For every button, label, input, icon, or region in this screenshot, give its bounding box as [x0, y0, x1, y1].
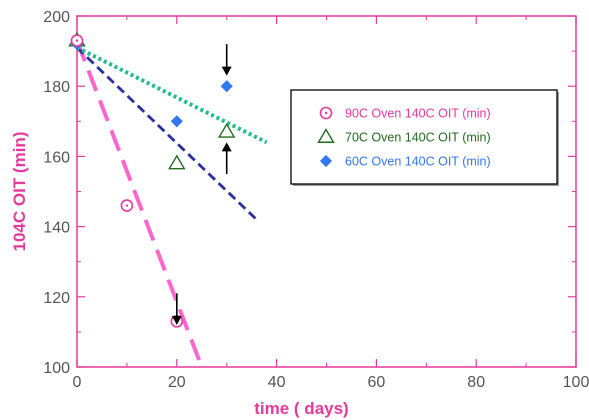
x-tick-label: 100 — [563, 374, 589, 391]
data-point-triangle — [317, 128, 335, 143]
data-point-diamond — [170, 115, 183, 128]
y-tick-label: 120 — [43, 290, 70, 307]
data-point-triangle — [217, 122, 236, 138]
y-tick-label: 100 — [43, 360, 70, 377]
x-tick-label: 0 — [73, 374, 82, 391]
trend-line — [77, 39, 204, 367]
data-point-diamond — [220, 80, 233, 93]
annotation-arrows — [171, 44, 232, 325]
data-point-circle-center — [125, 204, 129, 207]
arrow-down-icon — [221, 66, 232, 76]
y-tick-label: 160 — [43, 149, 70, 166]
x-tick-label: 80 — [467, 374, 485, 391]
trend-line — [77, 45, 268, 145]
data-point-circle-center — [75, 39, 79, 42]
y-axis-title: 104C OIT (min) — [10, 132, 29, 252]
y-tick-label: 180 — [43, 79, 70, 96]
data-point-circle-center — [324, 111, 328, 115]
x-tick-label: 40 — [268, 374, 286, 391]
y-tick-label: 200 — [43, 9, 70, 26]
arrow-up-icon — [221, 142, 232, 152]
trend-lines — [77, 39, 268, 367]
legend-label: 60C Oven 140C OIT (min) — [345, 155, 491, 169]
data-point-diamond — [319, 154, 333, 168]
tick-marks — [76, 15, 577, 368]
legend: 90C Oven 140C OIT (min) 70C Oven 140C OIT… — [290, 89, 559, 186]
legend-label: 90C Oven 140C OIT (min) — [345, 107, 491, 121]
x-axis-title: time ( days) — [254, 399, 348, 418]
data-points — [68, 31, 236, 328]
y-tick-label: 140 — [43, 220, 70, 237]
plot-frame — [76, 15, 577, 368]
legend-label: 70C Oven 140C OIT (min) — [345, 131, 491, 145]
legend-box — [290, 89, 558, 185]
x-tick-label: 20 — [168, 374, 186, 391]
arrow-down-icon — [171, 315, 182, 325]
trend-line — [77, 46, 258, 221]
data-point-triangle — [168, 154, 186, 170]
x-tick-label: 60 — [368, 374, 386, 391]
